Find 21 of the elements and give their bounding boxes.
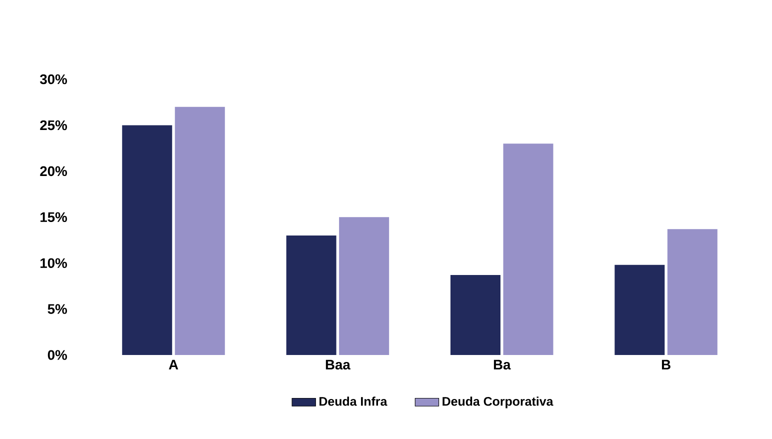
legend-label: Deuda Corporativa — [442, 396, 554, 408]
legend-label: Deuda Infra — [320, 396, 388, 406]
x-tick-label: Ba — [494, 360, 511, 370]
x-tick-label: B — [662, 360, 670, 370]
bar — [174, 106, 225, 355]
y-tick-label: 25% — [40, 120, 67, 130]
y-tick-label: 30% — [40, 74, 67, 84]
y-tick-label: 15% — [40, 212, 67, 222]
x-tick-label: Baa — [326, 360, 350, 370]
x-tick-label: A — [168, 360, 178, 370]
bar — [667, 229, 718, 355]
y-tick-label: 5% — [48, 304, 67, 314]
y-tick-label: 20% — [40, 166, 67, 176]
y-tick-label: 0% — [48, 350, 67, 360]
bar — [122, 125, 172, 355]
bar — [614, 264, 665, 355]
bar — [339, 217, 390, 355]
bar — [450, 275, 500, 355]
bar — [503, 144, 554, 355]
bar — [286, 236, 336, 355]
y-tick-label: 10% — [40, 258, 67, 268]
